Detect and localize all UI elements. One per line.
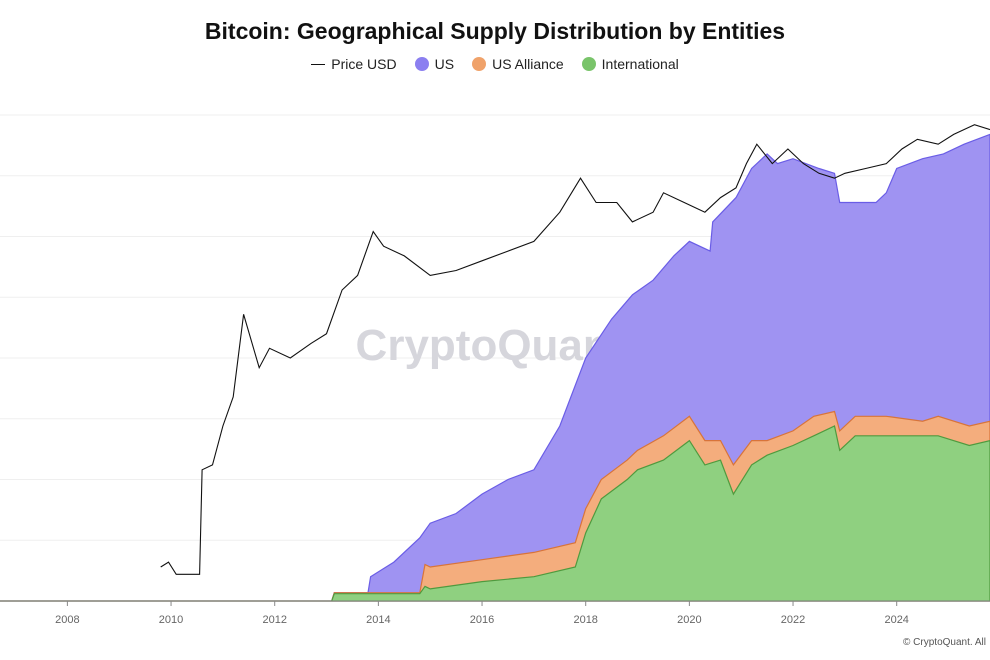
x-tick-label: 2022 xyxy=(781,614,805,626)
legend-label: US Alliance xyxy=(492,56,564,72)
x-tick-label: 2020 xyxy=(677,614,701,626)
copyright-note: © CryptoQuant. All xyxy=(903,637,986,648)
legend-item-international[interactable]: International xyxy=(581,56,679,72)
legend-dot-icon xyxy=(581,57,596,71)
price-line-group xyxy=(160,124,990,575)
legend-label: US xyxy=(434,56,455,72)
legend-line-icon xyxy=(311,63,326,65)
chart-legend: Price USD US US Alliance International xyxy=(0,56,990,72)
chart-title: Bitcoin: Geographical Supply Distributio… xyxy=(204,18,786,44)
x-tick-label: 2024 xyxy=(884,614,908,626)
legend-dot-icon xyxy=(414,57,429,71)
legend-label: International xyxy=(601,56,679,72)
x-tick-label: 2012 xyxy=(262,614,286,626)
area-international xyxy=(0,425,990,602)
watermark: CryptoQuant xyxy=(356,321,625,370)
x-tick-label: 2008 xyxy=(55,614,79,626)
series-areas xyxy=(0,133,990,602)
x-tick-label: 2014 xyxy=(366,614,390,626)
legend-dot-icon xyxy=(472,57,487,71)
price-usd-line xyxy=(160,124,990,575)
x-tick-label: 2018 xyxy=(573,614,597,626)
x-axis-ticks: 2008 2010 2012 2014 2016 2018 2020 2022 2024 xyxy=(55,601,909,626)
legend-item-price[interactable]: Price USD xyxy=(311,56,397,72)
legend-item-us-alliance[interactable]: US Alliance xyxy=(472,56,564,72)
legend-label: Price USD xyxy=(331,56,397,72)
legend-item-us[interactable]: US xyxy=(414,56,455,72)
x-tick-label: 2010 xyxy=(159,614,183,626)
x-tick-label: 2016 xyxy=(470,614,494,626)
